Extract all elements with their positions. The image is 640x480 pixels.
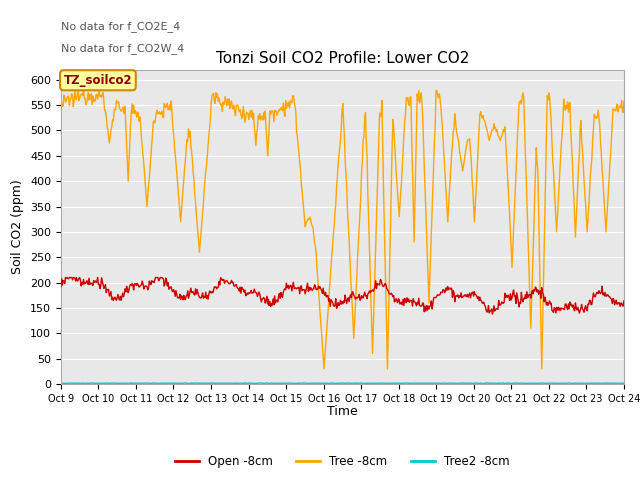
- Text: TZ_soilco2: TZ_soilco2: [63, 74, 132, 87]
- X-axis label: Time: Time: [327, 405, 358, 418]
- Title: Tonzi Soil CO2 Profile: Lower CO2: Tonzi Soil CO2 Profile: Lower CO2: [216, 51, 469, 66]
- Y-axis label: Soil CO2 (ppm): Soil CO2 (ppm): [12, 180, 24, 274]
- Text: No data for f_CO2W_4: No data for f_CO2W_4: [61, 43, 184, 54]
- Text: No data for f_CO2E_4: No data for f_CO2E_4: [61, 21, 180, 32]
- Legend: Open -8cm, Tree -8cm, Tree2 -8cm: Open -8cm, Tree -8cm, Tree2 -8cm: [170, 450, 515, 472]
